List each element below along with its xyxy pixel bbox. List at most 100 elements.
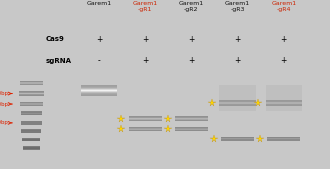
Bar xyxy=(23,149,40,150)
Bar xyxy=(175,117,208,118)
Bar xyxy=(175,129,208,130)
Bar xyxy=(219,85,256,111)
Bar xyxy=(266,100,302,101)
Bar xyxy=(81,92,117,93)
Bar xyxy=(175,118,208,119)
Bar xyxy=(20,112,42,113)
Bar xyxy=(81,86,117,87)
Text: Garem1
-gR1: Garem1 -gR1 xyxy=(133,1,158,12)
Bar xyxy=(266,85,302,111)
Text: +: + xyxy=(188,56,195,65)
Bar xyxy=(129,117,162,118)
Bar xyxy=(20,81,43,82)
Bar xyxy=(219,100,256,101)
Bar xyxy=(20,114,42,115)
Bar xyxy=(267,138,300,139)
Bar xyxy=(221,137,254,138)
Bar xyxy=(20,102,43,103)
Text: Garem1
-gR4: Garem1 -gR4 xyxy=(271,1,296,12)
Bar xyxy=(129,120,162,121)
Bar xyxy=(20,103,43,104)
Bar xyxy=(21,132,41,133)
Bar xyxy=(266,103,302,104)
Bar xyxy=(20,82,43,83)
Bar xyxy=(23,147,40,148)
Bar xyxy=(19,95,44,96)
Bar xyxy=(129,116,162,117)
Bar xyxy=(20,124,42,125)
Bar xyxy=(20,123,42,124)
Bar xyxy=(81,85,117,86)
Bar xyxy=(81,88,117,89)
Bar xyxy=(219,105,256,106)
Text: +: + xyxy=(188,35,195,44)
Bar xyxy=(221,139,254,140)
Bar xyxy=(175,119,208,120)
Bar xyxy=(19,91,44,92)
Bar xyxy=(23,148,40,149)
Bar xyxy=(221,138,254,139)
Bar xyxy=(20,113,42,114)
Bar xyxy=(19,94,44,95)
Bar xyxy=(22,140,40,141)
Text: Garem1
-gR2: Garem1 -gR2 xyxy=(179,1,204,12)
Bar xyxy=(20,83,43,84)
Text: +: + xyxy=(280,56,287,65)
Text: +: + xyxy=(96,35,102,44)
Bar xyxy=(175,127,208,128)
Bar xyxy=(221,140,254,141)
Bar xyxy=(81,90,117,91)
Bar xyxy=(20,104,43,105)
Text: +: + xyxy=(142,56,148,65)
Bar xyxy=(219,102,256,103)
Bar xyxy=(81,91,117,92)
Bar xyxy=(21,131,41,132)
Bar xyxy=(129,128,162,129)
Bar xyxy=(266,102,302,103)
Text: +: + xyxy=(234,56,241,65)
Bar xyxy=(20,105,43,106)
Text: sgRNA: sgRNA xyxy=(46,58,72,64)
Bar xyxy=(219,104,256,105)
Bar xyxy=(219,101,256,102)
Bar xyxy=(20,85,43,86)
Bar xyxy=(81,89,117,90)
Bar xyxy=(21,130,41,131)
Bar xyxy=(22,139,40,140)
Bar xyxy=(175,116,208,117)
Bar xyxy=(22,138,40,139)
Bar xyxy=(267,140,300,141)
Text: 650bp: 650bp xyxy=(0,91,9,96)
Bar xyxy=(219,103,256,104)
Bar xyxy=(267,137,300,138)
Bar xyxy=(81,93,117,94)
Bar xyxy=(81,95,117,96)
Bar xyxy=(129,129,162,130)
Bar xyxy=(81,94,117,95)
Bar xyxy=(129,127,162,128)
Bar xyxy=(267,139,300,140)
Bar xyxy=(19,93,44,94)
Text: -: - xyxy=(98,56,100,65)
Text: +: + xyxy=(142,35,148,44)
Bar xyxy=(20,121,42,122)
Bar xyxy=(175,120,208,121)
Bar xyxy=(266,104,302,105)
Text: 300bp: 300bp xyxy=(0,120,9,125)
Text: Cas9: Cas9 xyxy=(46,36,65,42)
Text: +: + xyxy=(280,35,287,44)
Bar xyxy=(175,130,208,131)
Text: Garem1: Garem1 xyxy=(86,1,112,6)
Text: Garem1
-gR3: Garem1 -gR3 xyxy=(225,1,250,12)
Text: 500bp: 500bp xyxy=(0,102,9,106)
Bar xyxy=(129,118,162,119)
Bar xyxy=(129,119,162,120)
Bar xyxy=(129,130,162,131)
Text: +: + xyxy=(234,35,241,44)
Bar xyxy=(21,129,41,130)
Bar xyxy=(266,105,302,106)
Bar xyxy=(19,92,44,93)
Bar xyxy=(20,122,42,123)
Bar xyxy=(81,87,117,88)
Bar xyxy=(266,101,302,102)
